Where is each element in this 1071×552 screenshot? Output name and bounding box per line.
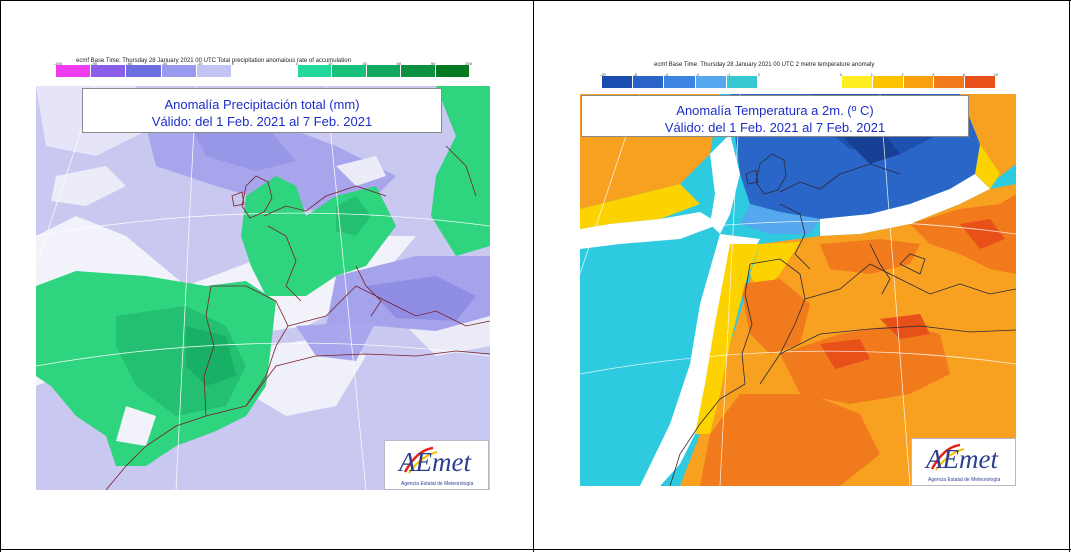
temp-title-line2: Válido: del 1 Feb. 2021 al 7 Feb. 2021 [664, 120, 886, 135]
aemet-wordmark-met-right: met [959, 444, 998, 474]
precipitation-map [36, 86, 490, 490]
precip-neg-swatch-1 [91, 65, 127, 77]
temp-neg-tick-0: -20 [600, 72, 606, 77]
precip-neg-tick-1: -90 [91, 61, 98, 66]
aemet-subtitle-right: Agencia Estatal de Meteorología [928, 477, 1001, 483]
precip-pos-tick-4: 90 [430, 61, 436, 66]
precip-colorbar-negative-ticks: -200 -90 -60 -30 -10 0 [54, 61, 234, 66]
precip-pos-swatch-3 [401, 65, 436, 77]
aemet-wordmark-ae: AE [399, 447, 432, 477]
temp-pos-tick-3: 4 [932, 72, 935, 77]
precip-pos-swatch-0 [298, 65, 333, 77]
precip-colorbar-positive-ticks: 0 10 30 60 90 200 [296, 61, 472, 66]
precip-pos-tick-3: 60 [396, 61, 402, 66]
temp-neg-tick-5: 0 [757, 72, 760, 77]
aemet-subtitle: Agencia Estatal de Meteorología [401, 481, 474, 487]
precip-neg-swatch-2 [126, 65, 162, 77]
precip-pos-tick-1: 10 [328, 61, 333, 66]
precip-title-line2: Válido: del 1 Feb. 2021 al 7 Feb. 2021 [151, 114, 373, 129]
temp-pos-swatch-2 [903, 76, 935, 88]
precip-title-box: Anomalía Precipitación total (mm) Válido… [82, 88, 442, 133]
temperature-map-graphic [580, 94, 1016, 486]
precip-pos-tick-2: 30 [362, 61, 367, 66]
precip-title-line1: Anomalía Precipitación total (mm) [164, 97, 360, 112]
aemet-swoosh-icon [403, 446, 438, 474]
precip-pos-swatch-1 [332, 65, 367, 77]
temp-neg-swatch-1 [633, 76, 665, 88]
precip-pos-tick-0: 0 [296, 61, 299, 66]
aemet-logo: AEmet Agencia Estatal de Meteorología [384, 440, 489, 490]
precip-pos-swatch-2 [366, 65, 402, 77]
precip-neg-tick-0: -200 [54, 61, 63, 66]
aemet-logo-right: AEmet Agencia Estatal de Meteorología [911, 438, 1016, 486]
temp-neg-swatch-0 [602, 76, 634, 88]
precip-neg-tick-4: -10 [196, 61, 203, 66]
precip-neg-tick-3: -30 [161, 61, 168, 66]
temp-pos-tick-1: 1 [870, 72, 873, 77]
temp-neg-tick-3: -2 [695, 72, 700, 77]
temp-header-text: ecmf Base Time: Thursday 28 January 2021… [654, 62, 875, 68]
temp-pos-tick-2: 2 [901, 72, 904, 77]
temp-pos-swatch-3 [934, 76, 966, 88]
temp-neg-tick-1: -8 [633, 72, 637, 77]
temp-title-box: Anomalía Temperatura a 2m. (º C) Válido:… [581, 95, 969, 137]
precipitation-map-graphic [36, 86, 490, 490]
precip-neg-swatch-0 [56, 65, 92, 77]
precip-colorbar-negative [56, 65, 232, 77]
temp-colorbar-positive-ticks: 0 1 2 4 8 20 [840, 72, 998, 77]
grid-line-right [1069, 0, 1070, 552]
precip-neg-tick-5: 0 [231, 61, 234, 66]
precip-header-text: ecmf Base Time: Thursday 28 January 2021… [76, 58, 351, 64]
precip-pos-tick-5: 200 [465, 61, 472, 66]
temp-colorbar-positive [842, 76, 996, 88]
precip-neg-swatch-4 [196, 65, 232, 77]
temp-pos-swatch-1 [872, 76, 904, 88]
temp-neg-tick-2: -4 [664, 72, 668, 77]
precip-neg-tick-2: -60 [126, 61, 133, 66]
temp-title-line1: Anomalía Temperatura a 2m. (º C) [676, 103, 874, 118]
precip-pos-swatch-4 [435, 65, 470, 77]
aemet-wordmark-ae-right: AE [926, 444, 959, 474]
temp-pos-tick-0: 0 [840, 72, 843, 77]
aemet-wordmark-right: AEmet [926, 444, 998, 475]
grid-line-top [0, 0, 1071, 1]
grid-line-left [0, 0, 1, 552]
temp-colorbar-negative-ticks: -20 -8 -4 -2 -1 0 [600, 72, 760, 77]
temp-colorbar-negative [602, 76, 758, 88]
temp-pos-swatch-0 [842, 76, 873, 88]
temp-pos-tick-5: 20 [993, 72, 998, 77]
temperature-map [580, 94, 1016, 486]
temp-neg-swatch-3 [695, 76, 727, 88]
temp-neg-tick-4: -1 [726, 72, 731, 77]
temp-pos-swatch-4 [965, 76, 996, 88]
aemet-swoosh-icon-right [930, 443, 965, 471]
grid-line-bottom [0, 549, 1071, 550]
precip-colorbar-positive [298, 65, 470, 77]
temp-pos-tick-4: 8 [962, 72, 966, 77]
temp-neg-swatch-4 [726, 76, 758, 88]
temp-neg-swatch-2 [664, 76, 696, 88]
aemet-wordmark: AEmet [399, 447, 471, 478]
grid-line-middle [533, 0, 534, 552]
aemet-wordmark-met: met [432, 447, 471, 477]
precip-neg-swatch-3 [161, 65, 197, 77]
